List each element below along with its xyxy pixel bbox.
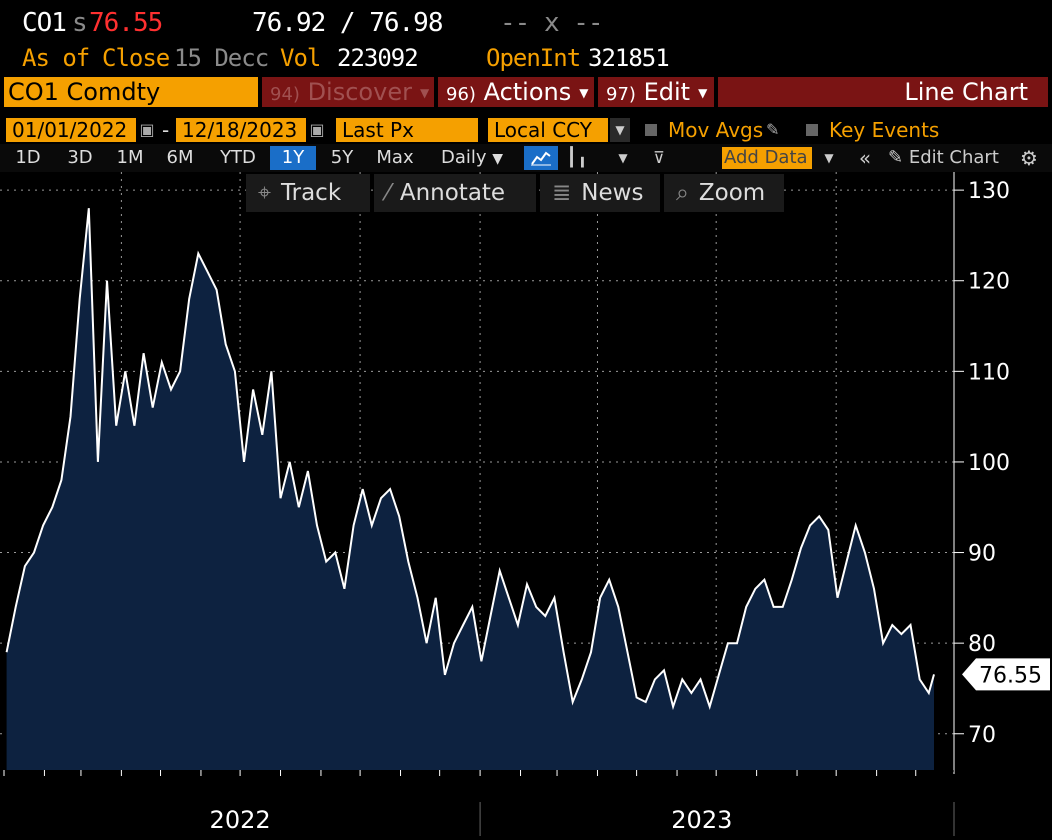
line-chart-icon[interactable] — [524, 146, 558, 170]
gear-icon[interactable]: ⚙ — [1020, 146, 1038, 170]
discover-num: 94) — [270, 84, 300, 105]
chevron-down-icon: ▼ — [579, 86, 589, 100]
edit-chart-button[interactable]: ✎ Edit Chart — [888, 146, 1008, 170]
annotate-label: Annotate — [399, 180, 506, 206]
chevron-down-icon[interactable]: ▼ — [610, 118, 630, 142]
price-chart[interactable]: 70 80 90 100 110 120 130 2022 2023 76.55 — [0, 172, 1052, 840]
chevron-down-icon: ▼ — [492, 151, 504, 167]
actions-num: 96) — [446, 84, 476, 105]
range-max[interactable]: Max — [376, 147, 414, 168]
mov-avgs-checkbox[interactable] — [645, 124, 657, 136]
pencil-icon: ✎ — [888, 147, 904, 168]
ticker-label: CO1 — [22, 8, 67, 38]
chart-type-title: Line Chart — [718, 77, 1048, 107]
frequency-label: Daily — [440, 147, 487, 168]
news-label: News — [581, 180, 644, 206]
news-icon: ≣ — [552, 180, 572, 206]
edit-button[interactable]: 97) Edit ▼ — [598, 77, 714, 107]
start-date-field[interactable]: 01/01/2022 — [6, 118, 136, 142]
y-tick-label: 80 — [968, 632, 996, 657]
volume-value: 223092 — [337, 44, 419, 72]
zoom-icon: ⌕ — [676, 180, 689, 206]
y-tick-label: 70 — [968, 723, 996, 748]
date-separator: - — [162, 118, 170, 142]
discover-label: Discover — [307, 78, 412, 106]
field-selector[interactable]: Last Px — [336, 118, 478, 142]
chart-axes: 70 80 90 100 110 120 130 2022 2023 76.55 — [0, 172, 1050, 836]
chevron-down-icon[interactable]: ▼ — [824, 151, 834, 165]
frequency-selector[interactable]: Daily ▼ — [428, 146, 516, 170]
range-5y[interactable]: 5Y — [330, 147, 354, 168]
y-tick-label: 130 — [968, 179, 1010, 204]
end-date-field[interactable]: 12/18/2023 — [176, 118, 306, 142]
y-tick-label: 90 — [968, 542, 996, 567]
quote-subheader: As of Close 15 Decc Vol 223092 OpenInt 3… — [0, 42, 1052, 74]
quote-header: CO1 s 76.55 76.92 / 76.98 -- x -- — [0, 4, 1052, 40]
volume-label: Vol — [280, 44, 321, 72]
chevron-down-icon[interactable]: ▼ — [618, 151, 628, 165]
track-label: Track — [280, 180, 342, 206]
range-bar: 1D 3D 1M 6M YTD 1Y 5Y Max Daily ▼ ┃╻ ▼ ⊽… — [0, 144, 1052, 172]
actions-label: Actions — [483, 78, 572, 106]
range-1y[interactable]: 1Y — [270, 146, 316, 170]
openint-label: OpenInt — [486, 44, 581, 72]
key-events-label[interactable]: Key Events — [829, 118, 940, 142]
last-price: 76.55 — [89, 8, 163, 38]
candlestick-icon[interactable]: ┃╻ — [566, 147, 588, 168]
chevron-down-icon: ▼ — [698, 86, 708, 100]
add-data-input[interactable]: Add Data — [722, 147, 812, 169]
bid-ask: 76.92 / 76.98 — [252, 8, 443, 38]
calendar-icon[interactable]: ▣ — [309, 120, 325, 139]
key-events-checkbox[interactable] — [806, 124, 818, 136]
mov-avgs-label[interactable]: Mov Avgs — [668, 118, 764, 142]
zoom-button[interactable]: ⌕ Zoom — [664, 174, 784, 212]
openint-value: 321851 — [588, 44, 670, 72]
as-of-label: As of — [22, 44, 90, 72]
y-tick-label: 110 — [968, 360, 1010, 385]
x-tick-label: 2022 — [210, 806, 271, 834]
y-tick-label: 120 — [968, 270, 1010, 295]
calendar-icon[interactable]: ▣ — [139, 120, 155, 139]
range-1m[interactable]: 1M — [116, 147, 144, 168]
range-6m[interactable]: 6M — [166, 147, 194, 168]
collapse-icon[interactable]: « — [858, 146, 872, 170]
last-value-badge — [962, 658, 1050, 691]
news-button[interactable]: ≣ News — [540, 174, 660, 212]
security-input[interactable]: CO1 Comdty — [4, 77, 258, 107]
edit-chart-label: Edit Chart — [908, 147, 999, 168]
change-value: -- x -- — [500, 8, 604, 38]
price-area — [6, 208, 935, 770]
currency-selector[interactable]: Local CCY — [488, 118, 608, 142]
price-line — [5, 208, 935, 711]
y-tick-label: 100 — [968, 451, 1010, 476]
range-ytd[interactable]: YTD — [220, 147, 256, 168]
zoom-label: Zoom — [698, 180, 766, 206]
price-prefix: s — [72, 8, 88, 38]
edit-label: Edit — [643, 78, 691, 106]
annotate-icon: ⁄ — [386, 180, 390, 206]
pencil-icon[interactable]: ✎ — [766, 120, 780, 139]
edit-num: 97) — [606, 84, 636, 105]
last-value-label: 76.55 — [979, 663, 1042, 688]
last-value-callout: 76.55 — [962, 658, 1050, 691]
annotate-button[interactable]: ⁄ Annotate — [374, 174, 536, 212]
crosshair-icon: ⌖ — [258, 180, 271, 206]
range-1d[interactable]: 1D — [15, 147, 41, 168]
x-tick-label: 2023 — [671, 806, 732, 834]
range-3d[interactable]: 3D — [67, 147, 93, 168]
chart-parameters: 01/01/2022 ▣ - 12/18/2023 ▣ Last Px Loca… — [0, 116, 1052, 144]
close-label: Close — [102, 44, 170, 72]
discover-button[interactable]: 94) Discover ▼ — [262, 77, 434, 107]
chevron-down-icon: ▼ — [419, 86, 430, 100]
command-bar: CO1 Comdty 94) Discover ▼ 96) Actions ▼ 97… — [0, 75, 1052, 109]
actions-button[interactable]: 96) Actions ▼ — [438, 77, 594, 107]
track-button[interactable]: ⌖ Track — [246, 174, 370, 212]
filter-icon[interactable]: ⊽ — [653, 148, 665, 167]
quote-date: 15 Decc — [174, 44, 269, 72]
